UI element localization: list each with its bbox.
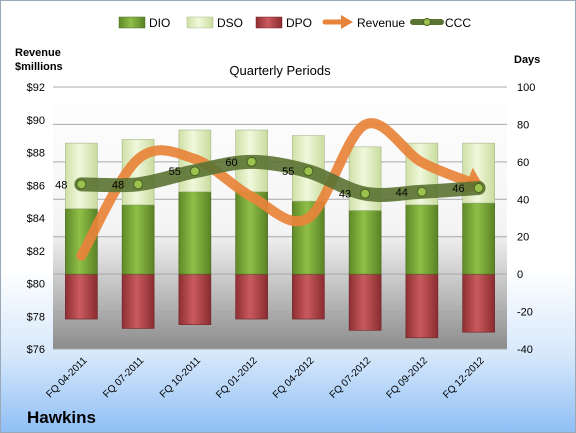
legend-label-revenue: Revenue <box>357 16 405 30</box>
ccc-point <box>189 166 200 177</box>
chart-title: Quarterly Periods <box>229 63 331 78</box>
x-tick-label: FQ 10-2011 <box>158 355 203 400</box>
left-tick-label: $88 <box>27 148 45 160</box>
left-tick-label: $76 <box>27 344 45 356</box>
ccc-point <box>416 186 427 197</box>
bar-dio <box>405 204 439 275</box>
bar-dpo <box>348 273 382 331</box>
right-axis: -40 -20 0 20 40 60 80 100 <box>517 82 535 356</box>
legend-label-dso: DSO <box>217 16 243 30</box>
x-tick-label: FQ 04-2011 <box>45 355 90 400</box>
ccc-point <box>76 179 87 190</box>
ccc-data-label: 46 <box>452 183 464 195</box>
left-tick-label: $86 <box>27 180 45 192</box>
bar-dio <box>121 204 155 275</box>
lines-layer: 48 48 55 60 55 43 44 46 <box>55 118 486 261</box>
left-tick-label: $84 <box>27 213 45 225</box>
left-tick-label: $92 <box>27 82 45 94</box>
ccc-data-label: 55 <box>282 166 294 178</box>
right-tick-label: 60 <box>517 157 529 169</box>
bars-layer <box>65 129 495 339</box>
bar-dpo <box>405 273 439 339</box>
right-tick-label: 80 <box>517 119 529 131</box>
x-tick-label: FQ 12-2012 <box>441 355 487 401</box>
company-name: Hawkins <box>27 408 96 427</box>
bar-dpo <box>235 273 268 320</box>
left-axis-title-line2: $millions <box>15 61 63 73</box>
ccc-data-label: 44 <box>396 187 408 199</box>
ccc-data-label: 43 <box>339 189 351 201</box>
ccc-point <box>133 179 144 190</box>
left-tick-label: $80 <box>27 279 45 291</box>
bar-dpo <box>121 273 155 329</box>
legend-swatch-ccc <box>410 18 444 26</box>
x-tick-label: FQ 07-2012 <box>328 355 374 401</box>
bar-dio <box>178 191 212 275</box>
right-tick-label: 100 <box>517 82 535 94</box>
right-tick-label: -20 <box>517 307 533 319</box>
ccc-data-label: 48 <box>112 179 124 191</box>
ccc-point <box>473 183 484 194</box>
right-tick-label: -40 <box>517 344 533 356</box>
bar-dpo <box>462 273 495 333</box>
right-tick-label: 0 <box>517 269 523 281</box>
left-tick-label: $78 <box>27 311 45 323</box>
right-tick-label: 40 <box>517 194 529 206</box>
revenue-line <box>76 118 484 261</box>
ccc-point <box>360 188 371 199</box>
bar-dio <box>348 210 382 275</box>
legend-label-dpo: DPO <box>286 16 312 30</box>
left-tick-label: $82 <box>27 246 45 258</box>
legend-swatch-dpo <box>255 16 283 29</box>
left-axis-title-line1: Revenue <box>15 47 61 59</box>
x-tick-label: FQ 09-2012 <box>384 355 430 401</box>
ccc-point <box>246 156 257 167</box>
x-axis: FQ 04-2011 FQ 07-2011 FQ 10-2011 FQ 01-2012… <box>45 355 488 401</box>
ccc-data-label: 60 <box>225 157 237 169</box>
bar-dso <box>65 142 98 209</box>
legend-label-ccc: CCC <box>445 16 471 30</box>
chart-legend: DIO DSO DPO Revenue CCC <box>118 15 471 30</box>
bar-dpo <box>65 273 98 320</box>
x-tick-label: FQ 01-2012 <box>214 355 260 401</box>
left-axis: $76 $78 $80 $82 $84 $86 $88 $90 $92 <box>27 82 45 356</box>
bar-dpo <box>178 273 212 325</box>
left-tick-label: $90 <box>27 115 45 127</box>
legend-swatch-dio <box>118 16 146 29</box>
ccc-data-label: 55 <box>169 166 181 178</box>
ccc-point <box>303 166 314 177</box>
legend-swatch-dso <box>186 16 214 29</box>
right-axis-title: Days <box>514 54 540 66</box>
bar-dio <box>462 202 495 275</box>
legend-swatch-revenue <box>322 15 353 29</box>
x-tick-label: FQ 04-2012 <box>271 355 317 401</box>
bar-dpo <box>292 273 325 320</box>
right-tick-label: 20 <box>517 232 529 244</box>
ccc-data-label: 48 <box>55 179 67 191</box>
x-tick-label: FQ 07-2011 <box>101 355 146 400</box>
legend-label-dio: DIO <box>149 16 170 30</box>
